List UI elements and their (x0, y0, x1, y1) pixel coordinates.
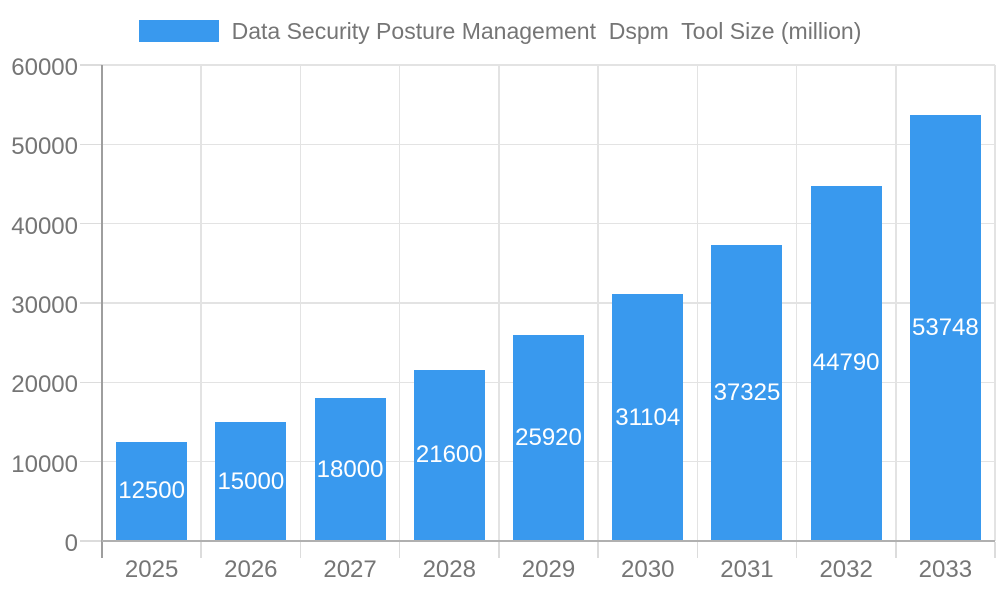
x-tick (299, 542, 302, 558)
bar-value-label: 12500 (118, 477, 185, 505)
plot-area: 12500 15000 18000 21600 25920 31104 37325 44790… (102, 64, 996, 541)
y-tick (80, 143, 102, 146)
x-axis-tick-label: 2025 (124, 556, 179, 583)
bar-2031[interactable]: 37325 (711, 244, 783, 541)
x-axis-line (102, 540, 995, 542)
x-tick (994, 542, 996, 558)
x-axis-tick-label: 2032 (819, 556, 873, 583)
bar-2032[interactable]: 44790 (810, 185, 882, 541)
y-tick (80, 381, 102, 384)
x-axis-tick-label: 2031 (720, 556, 774, 583)
h-gridline (102, 222, 995, 225)
x-tick (200, 542, 202, 558)
bar-value-label: 53748 (912, 313, 979, 341)
bar-2027[interactable]: 18000 (314, 398, 386, 541)
v-gridline (299, 65, 302, 541)
chart-legend[interactable]: Data Security Posture Management Dspm To… (0, 16, 1000, 46)
bar-2026[interactable]: 15000 (215, 422, 287, 541)
h-gridline (102, 143, 995, 146)
x-tick (398, 542, 401, 558)
x-axis-tick-label: 2026 (224, 556, 278, 583)
v-gridline (200, 65, 202, 541)
bar-value-label: 44790 (812, 349, 880, 377)
y-axis-tick-label: 20000 (11, 371, 78, 399)
v-gridline (498, 65, 500, 541)
x-axis-labels: 2025 2026 2027 2028 2029 2030 2031 2032 2033 (102, 558, 995, 588)
v-gridline (795, 65, 798, 541)
v-gridline (994, 65, 996, 541)
x-axis-tick-label: 2030 (621, 556, 675, 583)
legend-label: Data Security Posture Management Dspm To… (231, 17, 862, 44)
bar-2028[interactable]: 21600 (413, 369, 485, 541)
h-gridline (102, 64, 995, 66)
bar-value-label: 21600 (415, 441, 483, 469)
bar-value-label: 31104 (615, 403, 681, 431)
bar-value-label: 25920 (515, 424, 582, 452)
bar-value-label: 18000 (316, 455, 384, 483)
x-axis-tick-label: 2029 (521, 556, 576, 583)
y-tick (80, 460, 102, 463)
x-tick (895, 542, 897, 558)
y-tick (80, 64, 102, 66)
y-tick (80, 540, 102, 542)
x-axis-tick-label: 2033 (918, 556, 973, 583)
v-gridline (696, 65, 699, 541)
y-tick (80, 222, 102, 225)
y-axis-labels: 0 10000 20000 30000 40000 50000 60000 (0, 0, 78, 600)
x-axis-tick-label: 2027 (323, 556, 377, 583)
bar-2033[interactable]: 53748 (909, 114, 981, 541)
x-axis-tick-label: 2028 (422, 556, 476, 583)
y-axis-tick-label: 50000 (11, 133, 78, 161)
x-tick (696, 542, 699, 558)
v-gridline (895, 65, 897, 541)
bar-2030[interactable]: 31104 (612, 294, 684, 541)
v-gridline (398, 65, 401, 541)
y-axis-tick-label: 60000 (11, 54, 78, 81)
x-tick (597, 542, 599, 558)
bar-value-label: 37325 (713, 378, 781, 406)
legend-swatch (138, 20, 219, 42)
y-axis-tick-label: 10000 (11, 450, 78, 478)
h-gridline (102, 302, 995, 304)
x-tick (795, 542, 798, 558)
y-axis-tick-label: 30000 (11, 292, 78, 319)
y-axis-tick-label: 0 (64, 530, 78, 557)
y-axis-tick-label: 40000 (11, 212, 78, 240)
bar-value-label: 15000 (217, 467, 285, 495)
bar-2029[interactable]: 25920 (513, 335, 584, 541)
y-axis-line (101, 65, 103, 558)
y-tick (80, 302, 102, 304)
x-tick (498, 542, 500, 558)
v-gridline (597, 65, 599, 541)
bar-2025[interactable]: 12500 (116, 441, 188, 541)
